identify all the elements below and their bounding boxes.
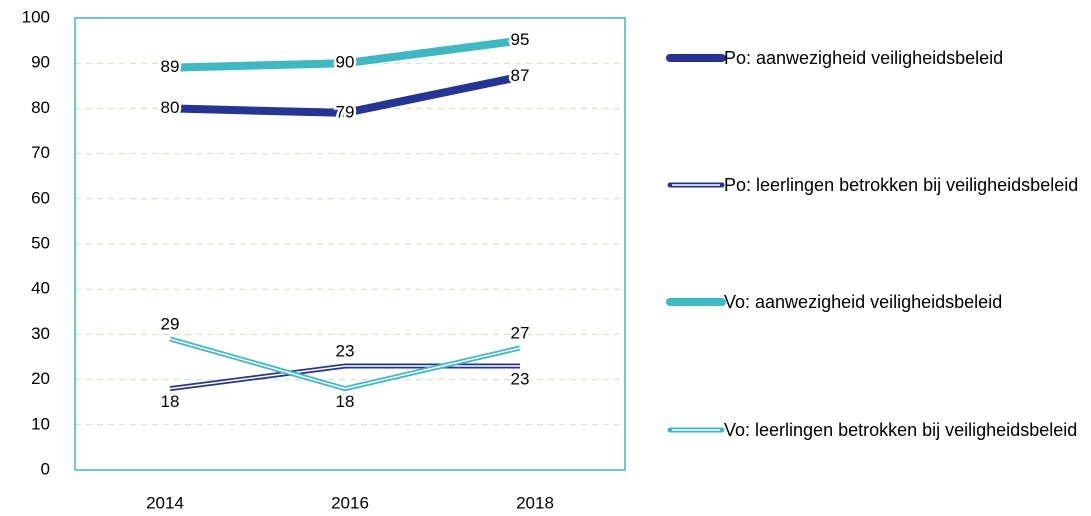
data-label: 89 [161,57,180,76]
data-label: 18 [161,392,180,411]
y-tick-label: 100 [22,7,50,26]
series-line [169,363,520,392]
y-tick-label: 20 [31,369,50,388]
data-label: 23 [336,342,355,361]
series-line-inner [169,338,521,390]
legend-label: Po: leerlingen betrokken bij veiligheids… [724,175,1079,195]
x-tick-label: 2018 [516,493,554,512]
legend-label: Po: aanwezigheid veiligheidsbeleid [724,48,1004,68]
data-label: 18 [336,392,355,411]
data-label: 87 [511,66,530,85]
x-tick-label: 2016 [331,493,369,512]
data-label: 27 [511,323,530,342]
y-tick-label: 40 [31,279,50,298]
y-tick-label: 90 [31,53,50,72]
y-tick-label: 10 [31,414,50,433]
plot-border [74,17,626,471]
legend-label: Vo: aanwezigheid veiligheidsbeleid [724,292,1003,312]
x-tick-label: 2014 [146,493,184,512]
data-label: 29 [161,314,180,333]
y-tick-label: 80 [31,98,50,117]
y-tick-label: 30 [31,324,50,343]
series-line [169,36,521,72]
legend-label: Vo: leerlingen betrokken bij veiligheids… [724,420,1078,440]
data-label: 95 [511,30,530,49]
data-label: 79 [336,102,355,121]
y-tick-label: 70 [31,143,50,162]
y-tick-label: 0 [41,459,50,478]
data-label: 90 [336,53,355,72]
y-tick-label: 60 [31,188,50,207]
y-tick-label: 50 [31,233,50,252]
data-label: 80 [161,98,180,117]
series-line [169,72,521,117]
data-label: 23 [511,370,530,389]
series-line-inner [169,365,520,390]
